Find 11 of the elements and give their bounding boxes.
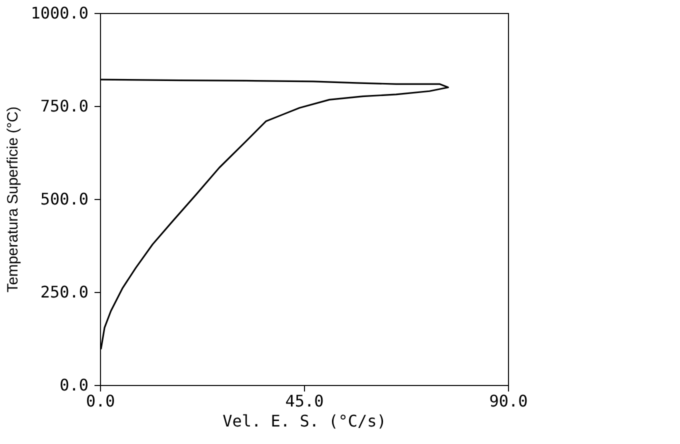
y-tick-label: 750.0 (40, 96, 88, 116)
x-tick-label: 90.0 (489, 392, 528, 410)
line-series (99, 78, 449, 350)
x-tick-label: 0.0 (86, 392, 115, 410)
y-tick-label: 0.0 (60, 376, 88, 394)
x-axis-title: Vel. E. S. (°C/s) (222, 412, 386, 430)
y-tick-label: 250.0 (40, 282, 88, 302)
y-tick-label: 1000.0 (30, 4, 88, 22)
y-axis-title: Temperatura Superficie (°C) (4, 106, 22, 293)
y-tick-label: 500.0 (40, 190, 88, 208)
x-tick-label: 45.0 (285, 392, 324, 410)
